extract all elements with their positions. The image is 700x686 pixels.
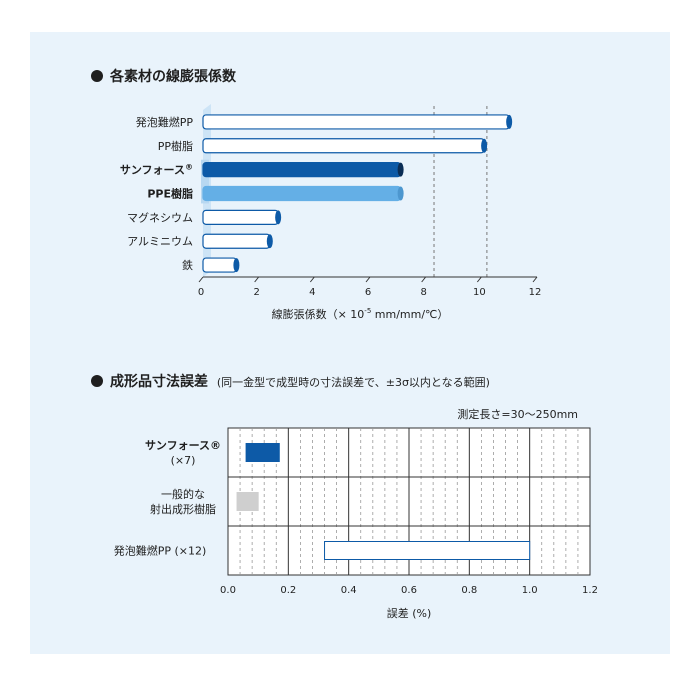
chart2-title: 成形品寸法誤差 (同一金型で成型時の寸法誤差で、±3σ以内となる範囲) bbox=[110, 373, 490, 390]
chart2-row-label-1-0: 一般的な bbox=[161, 487, 205, 501]
chart2-title-main: 成形品寸法誤差 bbox=[110, 373, 208, 390]
chart1-bar-cap-2 bbox=[397, 162, 404, 177]
chart2-row-label-1-1: 射出成形樹脂 bbox=[150, 502, 216, 516]
chart1-category-label-2: サンフォース® bbox=[120, 163, 193, 177]
chart2-row-label-0-0: サンフォース® bbox=[145, 439, 221, 452]
chart1-bar-0 bbox=[202, 114, 510, 130]
chart1-bar-cap-4 bbox=[275, 210, 282, 225]
chart1-bar-2 bbox=[202, 162, 402, 178]
chart2-bar-2 bbox=[324, 541, 531, 560]
chart1-xtick-label-6: 12 bbox=[529, 287, 542, 298]
chart1-xtick-label-1: 2 bbox=[253, 287, 259, 298]
chart1-category-label-6: 鉄 bbox=[182, 258, 193, 272]
chart1-bar-cap-3 bbox=[397, 186, 404, 201]
chart1-bar-3 bbox=[202, 185, 402, 202]
chart1-highlight-band bbox=[201, 159, 209, 204]
chart1-xtick-label-5: 10 bbox=[473, 287, 486, 298]
chart1-xtick-mark-3 bbox=[365, 276, 371, 283]
chart1-bar-cap-6 bbox=[233, 258, 240, 273]
chart1-xtick-label-0: 0 bbox=[198, 287, 204, 298]
chart1-bar-6 bbox=[202, 257, 238, 273]
chart2-bar-1 bbox=[236, 492, 259, 511]
chart2-note: 測定長さ=30～250mm bbox=[457, 407, 578, 421]
chart1-xtick-mark-0 bbox=[198, 276, 204, 283]
chart1-category-label-3: PPE樹脂 bbox=[147, 187, 193, 201]
chart1-xtick-mark-2 bbox=[309, 276, 315, 283]
chart1-xtick-label-2: 4 bbox=[309, 287, 315, 298]
chart2-x-axis-title: 誤差 (%) bbox=[387, 606, 432, 620]
chart1-xtick-label-4: 8 bbox=[420, 287, 426, 298]
chart1-bar-4 bbox=[202, 209, 279, 225]
chart1-xtick-mark-5 bbox=[476, 276, 482, 283]
chart1-xtick-mark-6 bbox=[532, 276, 538, 283]
chart2-xtick-label-3: 0.6 bbox=[401, 585, 417, 596]
chart1-x-axis-title: 線膨張係数（× 10-5 mm/mm/℃） bbox=[272, 307, 449, 321]
chart2-bar-0 bbox=[245, 443, 280, 462]
chart2-xtick-label-5: 1.0 bbox=[522, 585, 538, 596]
chart1-xtick-mark-4 bbox=[421, 276, 427, 283]
chart1-title: 各素材の線膨張係数 bbox=[109, 68, 237, 85]
chart1-bar-cap-1 bbox=[481, 138, 488, 153]
chart2-xtick-label-4: 0.8 bbox=[461, 585, 477, 596]
chart2-xtick-label-6: 1.2 bbox=[582, 585, 598, 596]
chart1-category-label-4: マグネシウム bbox=[127, 210, 193, 224]
chart2-xtick-label-2: 0.4 bbox=[341, 585, 357, 596]
chart2: 0.0 0.2 0.4 0.6 0.8 1.0 1.2 誤差 (%) サンフォース® (×7) 一般… bbox=[114, 427, 598, 620]
chart1-xtick-label-3: 6 bbox=[365, 287, 371, 298]
chart2-xtick-label-1: 0.2 bbox=[280, 585, 296, 596]
chart1: 0 2 4 6 8 10 12 線膨張係数（× 10-5 mm/mm/℃） 発泡難燃PP PP樹脂… bbox=[120, 104, 541, 321]
chart1-bar-cap-0 bbox=[506, 114, 513, 129]
chart1-category-label-5: アルミニウム bbox=[127, 235, 193, 248]
chart1-bar-5 bbox=[202, 233, 271, 249]
chart1-bar-1 bbox=[202, 138, 485, 154]
chart1-title-bullet bbox=[91, 70, 103, 82]
chart2-subtitle: (同一金型で成型時の寸法誤差で、±3σ以内となる範囲) bbox=[217, 375, 490, 389]
chart1-category-label-1: PP樹脂 bbox=[158, 139, 193, 153]
chart2-xtick-label-0: 0.0 bbox=[220, 585, 236, 596]
chart2-title-bullet bbox=[91, 375, 103, 387]
chart1-bar-cap-5 bbox=[266, 234, 273, 249]
chart1-xtick-mark-1 bbox=[254, 276, 260, 283]
chart2-row-label-2-0: 発泡難燃PP (×12) bbox=[114, 544, 207, 558]
chart1-category-label-0: 発泡難燃PP bbox=[136, 115, 194, 129]
chart2-row-label-0-1: (×7) bbox=[171, 454, 196, 467]
